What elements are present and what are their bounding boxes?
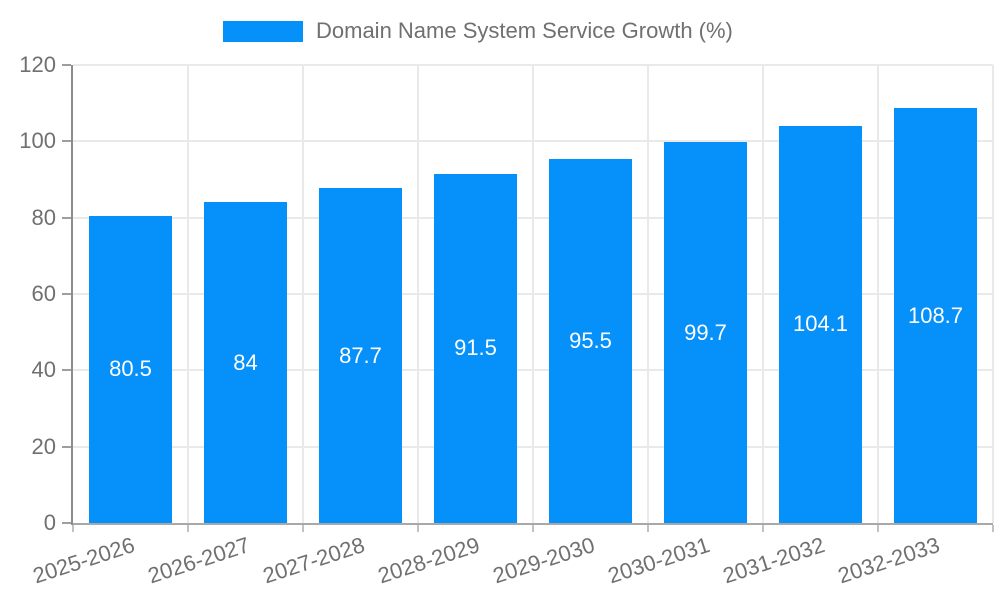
gridline-vertical xyxy=(417,65,419,523)
x-axis-tick xyxy=(302,525,304,532)
gridline-vertical xyxy=(762,65,764,523)
bar-value-label: 80.5 xyxy=(109,356,152,382)
legend-swatch xyxy=(223,20,303,42)
gridline-vertical xyxy=(187,65,189,523)
bar-value-label: 91.5 xyxy=(454,335,497,361)
y-axis-tick-label: 120 xyxy=(19,52,56,77)
y-axis-tick-label: 20 xyxy=(31,433,56,459)
bar-value-label: 87.7 xyxy=(339,342,382,368)
x-axis-line xyxy=(73,523,993,525)
bar: 80.5 xyxy=(89,215,172,523)
bar-value-label: 84 xyxy=(233,349,258,375)
y-axis-tick xyxy=(62,140,71,143)
bar-value-label: 104.1 xyxy=(792,311,849,337)
x-axis-tick xyxy=(992,525,994,532)
y-axis-tick xyxy=(62,216,71,219)
x-axis-tick xyxy=(72,525,74,532)
y-axis-tick xyxy=(62,293,71,295)
y-axis-tick xyxy=(62,445,71,448)
bar: 87.7 xyxy=(319,188,402,523)
legend: Domain Name System Service Growth (%) xyxy=(223,17,733,45)
x-axis-tick xyxy=(532,525,534,532)
y-axis-tick-label: 80 xyxy=(31,204,56,230)
gridline-vertical xyxy=(877,65,879,523)
bar: 84 xyxy=(204,202,287,523)
x-axis-tick xyxy=(762,525,764,532)
x-axis-tick xyxy=(187,525,189,532)
gridline-vertical xyxy=(647,65,649,523)
y-axis-line xyxy=(71,65,73,525)
plot-area: 80.5 84 87.7 91.5 95.5 99.7 104.1 108.7 xyxy=(73,64,994,523)
x-axis-tick-label: 2025-2026 xyxy=(30,532,138,589)
y-axis-tick-label: 40 xyxy=(31,357,56,383)
x-axis-tick-label: 2027-2028 xyxy=(260,532,368,589)
y-axis-tick-label: 100 xyxy=(19,128,56,154)
y-axis-tick-label: 0 xyxy=(43,510,56,535)
bar: 95.5 xyxy=(549,158,632,523)
y-axis-tick-label: 60 xyxy=(31,281,56,306)
legend-label: Domain Name System Service Growth (%) xyxy=(316,18,733,43)
bar: 104.1 xyxy=(779,125,862,523)
bar: 99.7 xyxy=(664,142,747,523)
x-axis-tick-label: 2028-2029 xyxy=(375,532,483,589)
gridline-vertical xyxy=(992,65,994,523)
x-axis-tick xyxy=(877,525,879,532)
x-axis-tick-label: 2031-2032 xyxy=(720,532,828,589)
y-axis-tick xyxy=(62,369,71,372)
gridline-vertical xyxy=(532,65,534,523)
x-axis-tick-label: 2030-2031 xyxy=(605,532,713,589)
x-axis-tick-label: 2032-2033 xyxy=(835,532,943,589)
bar-value-label: 95.5 xyxy=(569,327,612,353)
x-axis-tick xyxy=(647,525,649,532)
x-axis-tick xyxy=(417,525,419,532)
bar-value-label: 108.7 xyxy=(907,302,964,328)
x-axis-tick-label: 2029-2030 xyxy=(490,532,598,589)
y-axis-tick xyxy=(62,522,71,524)
y-axis-tick xyxy=(62,64,71,66)
bar: 108.7 xyxy=(894,108,977,523)
bar-value-label: 99.7 xyxy=(684,319,727,345)
bar: 91.5 xyxy=(434,173,517,523)
gridline-vertical xyxy=(302,65,304,523)
x-axis-tick-label: 2026-2027 xyxy=(145,532,253,589)
